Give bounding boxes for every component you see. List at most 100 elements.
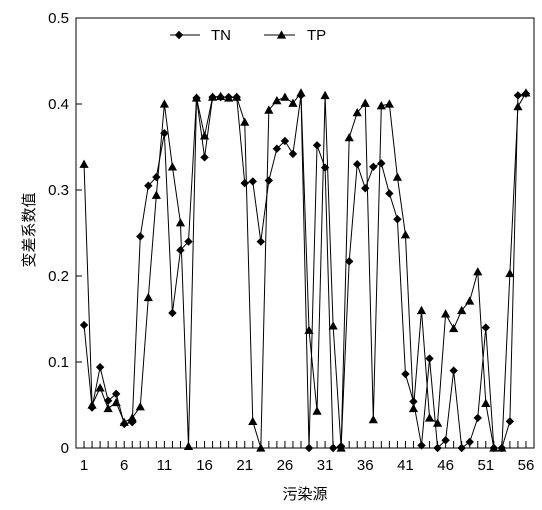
data-point-tn <box>353 160 362 169</box>
legend-marker-tp <box>276 30 287 39</box>
legend-item-tp: TP <box>264 27 326 44</box>
data-point-tn <box>280 136 290 146</box>
data-point-tp <box>199 131 210 140</box>
data-point-tp <box>424 413 435 422</box>
y-tick-label: 0.2 <box>48 268 69 285</box>
data-point-tn <box>385 189 394 198</box>
data-point-tp <box>328 321 338 330</box>
data-point-tp <box>175 218 186 227</box>
data-point-tp <box>473 267 483 276</box>
data-point-tp <box>449 323 459 333</box>
data-point-tn <box>95 362 105 372</box>
y-tick-label: 0.5 <box>48 10 69 27</box>
data-point-tp <box>304 325 314 334</box>
data-point-tp <box>191 93 202 102</box>
x-tick-label: 51 <box>477 457 494 474</box>
data-point-tp <box>240 117 250 126</box>
x-tick-label: 1 <box>80 457 88 474</box>
data-point-tn <box>144 181 153 190</box>
data-point-tn <box>288 149 298 159</box>
data-point-tn <box>401 369 410 379</box>
data-point-tn <box>361 184 370 193</box>
data-point-tn <box>465 437 474 447</box>
data-point-tp <box>87 400 97 409</box>
x-tick-label: 11 <box>157 457 173 474</box>
plot-frame <box>75 17 535 449</box>
data-point-tp <box>135 402 145 411</box>
data-point-tp <box>159 99 169 108</box>
data-point-tp <box>432 418 443 427</box>
legend: TN TP <box>170 27 326 44</box>
data-point-tp <box>384 99 394 108</box>
data-point-tp <box>207 92 218 101</box>
x-tick-label: 41 <box>397 457 414 474</box>
data-point-tn <box>184 237 193 246</box>
data-point-tn <box>200 153 209 162</box>
y-tick-label: 0 <box>61 440 69 457</box>
data-point-tp <box>167 162 178 171</box>
data-point-tp <box>408 403 419 413</box>
data-point-tp <box>320 90 330 100</box>
data-point-tp <box>143 292 153 302</box>
data-point-tp <box>392 172 403 181</box>
data-point-tp <box>400 230 411 239</box>
data-point-tn <box>457 443 466 453</box>
data-point-tn <box>248 177 257 186</box>
data-point-tp <box>521 88 531 97</box>
data-point-tn <box>417 441 426 450</box>
series-layer <box>79 88 531 453</box>
data-point-tp <box>248 416 258 426</box>
x-tick-label: 21 <box>236 457 253 474</box>
data-point-tp <box>151 190 161 199</box>
data-point-tn <box>328 443 338 453</box>
y-tick-label: 0.1 <box>48 354 69 371</box>
data-point-tn <box>481 323 490 332</box>
data-point-tp <box>224 93 234 102</box>
data-point-tp <box>111 397 121 407</box>
y-axis-title: 变差系数值 <box>20 192 38 267</box>
data-point-tp <box>336 443 346 452</box>
data-point-tp <box>360 98 370 107</box>
data-point-tn <box>344 257 354 266</box>
data-point-tp <box>441 309 451 318</box>
data-point-tp <box>513 101 523 111</box>
data-point-tp <box>457 305 467 315</box>
data-point-tp <box>127 413 137 422</box>
data-point-tn <box>136 232 145 241</box>
data-point-tn <box>441 436 450 445</box>
data-point-tp <box>232 92 242 101</box>
data-point-tp <box>103 403 113 413</box>
legend-label-tp: TP <box>307 27 326 44</box>
series-line-tp <box>83 91 527 449</box>
data-point-tp <box>95 383 105 392</box>
data-point-tp <box>216 91 226 100</box>
y-tick-label: 0.4 <box>48 96 69 113</box>
data-point-tn <box>369 162 378 171</box>
data-point-tp <box>352 108 362 117</box>
data-point-tp <box>376 101 386 110</box>
series-tn <box>79 89 531 453</box>
x-axis-title: 污染源 <box>282 485 327 503</box>
data-point-tp <box>368 415 378 424</box>
data-point-tp <box>416 305 427 315</box>
data-point-tn <box>377 159 386 168</box>
data-point-tp <box>481 398 491 407</box>
legend-label-tn: TN <box>211 27 231 44</box>
data-point-tp <box>264 105 274 114</box>
data-point-tp <box>183 441 194 450</box>
data-point-tn <box>168 308 177 318</box>
data-point-tn <box>505 417 515 426</box>
data-point-tn <box>449 366 458 375</box>
data-point-tp <box>272 95 282 105</box>
data-point-tp <box>288 98 298 107</box>
data-point-tn <box>79 320 89 330</box>
series-line-tn <box>83 93 527 450</box>
x-tick-label: 6 <box>120 457 128 474</box>
data-point-tp <box>256 443 266 452</box>
data-point-tp <box>119 417 129 426</box>
x-tick-label: 26 <box>277 457 294 474</box>
series-tp <box>79 88 531 452</box>
data-point-tn <box>312 141 322 150</box>
